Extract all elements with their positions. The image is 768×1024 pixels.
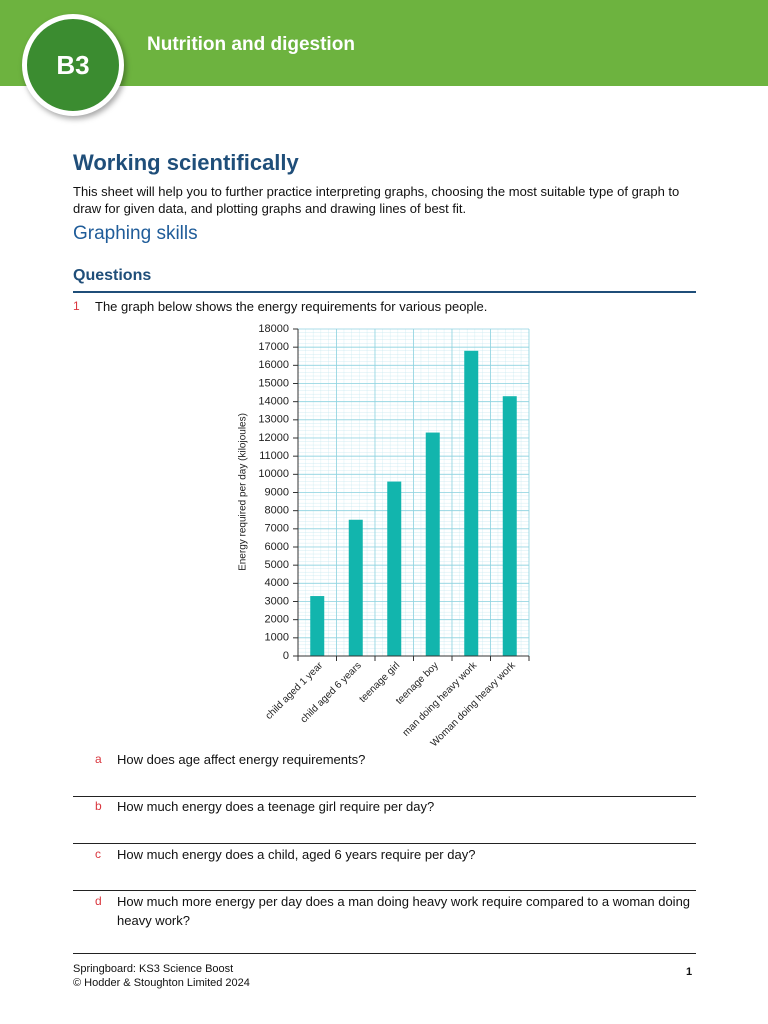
part-letter: b [95,799,102,813]
y-tick-label: 1000 [265,632,289,644]
bar [502,396,517,656]
part-text: How much more energy per day does a man … [117,894,691,928]
part-letter: d [95,894,102,908]
part-text: How much energy does a teenage girl requ… [117,799,435,814]
intro: This sheet will help you to further prac… [73,184,680,216]
y-tick-label: 12000 [258,432,289,444]
part-text: How does age affect energy requirements? [117,752,366,767]
question-text: The graph below shows the energy require… [95,299,488,314]
y-tick-label: 17000 [258,341,289,353]
y-tick-label: 18000 [258,323,289,335]
y-tick-label: 2000 [265,614,289,626]
y-tick-label: 8000 [265,505,289,517]
rule [73,890,696,891]
part-letter: a [95,752,102,766]
bar [310,596,325,656]
y-tick-label: 7000 [265,523,289,535]
header-title: Nutrition and digestion [147,34,355,55]
rule [73,291,696,293]
badge: B3 [22,14,124,116]
bar [464,350,479,656]
y-tick-label: 11000 [259,450,289,462]
header-band [0,0,768,86]
bar [387,481,402,656]
rule [73,796,696,797]
questions-heading: Questions [73,267,152,284]
y-axis-title: Energy required per day (kilojoules) [238,413,249,571]
y-tick-label: 16000 [258,359,289,371]
y-tick-label: 15000 [258,377,289,389]
y-tick-label: 5000 [265,559,289,571]
y-tick-label: 6000 [265,541,289,553]
rule [73,953,696,954]
y-tick-label: 10000 [258,468,289,480]
rule [73,843,696,844]
part-letter: c [95,847,101,861]
question-number: 1 [73,299,80,313]
x-tick-label: man doing heavy work [401,660,480,739]
bar [348,519,363,656]
y-tick-label: 14000 [258,396,289,408]
bar [425,432,440,656]
y-tick-label: 4000 [265,577,289,589]
subheading: Graphing skills [73,223,198,244]
heading: Working scientifically [73,150,299,175]
y-tick-label: 0 [283,650,289,662]
part-text: How much energy does a child, aged 6 yea… [117,847,476,862]
y-tick-label: 3000 [265,595,289,607]
y-tick-label: 13000 [258,414,289,426]
footer-line: © Hodder & Stoughton Limited 2024 [73,977,250,989]
y-tick-label: 9000 [265,486,289,498]
page-number: 1 [686,966,693,978]
footer-line: Springboard: KS3 Science Boost [73,963,234,975]
chart: Energy required per day (kilojoules) 0 10… [238,323,530,749]
